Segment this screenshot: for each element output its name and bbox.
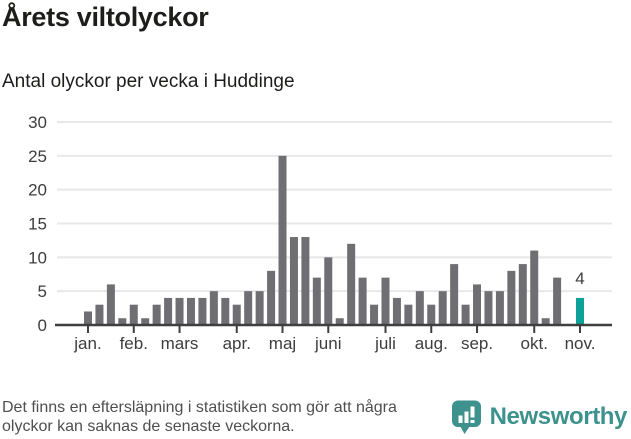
chart-subtitle: Antal olyckor per vecka i Huddinge bbox=[2, 71, 295, 92]
svg-text:20: 20 bbox=[28, 181, 47, 200]
svg-text:15: 15 bbox=[28, 214, 47, 233]
svg-text:sep.: sep. bbox=[461, 334, 493, 353]
svg-text:feb.: feb. bbox=[120, 334, 148, 353]
svg-text:juli: juli bbox=[374, 334, 396, 353]
svg-text:mars: mars bbox=[161, 334, 199, 353]
footer: Det finns en eftersläpning i statistiken… bbox=[2, 398, 629, 437]
svg-text:0: 0 bbox=[38, 316, 47, 335]
svg-text:25: 25 bbox=[28, 147, 47, 166]
svg-text:nov.: nov. bbox=[565, 334, 596, 353]
bar-chart: 0 5 10 15 20 25 30 jan. feb. mars apr. maj juni juli a… bbox=[28, 113, 612, 353]
svg-text:10: 10 bbox=[28, 248, 47, 267]
newsworthy-wordmark: Newsworthy bbox=[489, 403, 628, 431]
svg-text:5: 5 bbox=[38, 282, 47, 301]
svg-text:30: 30 bbox=[28, 113, 47, 132]
footer-note: Det finns en eftersläpning i statistiken… bbox=[2, 398, 397, 436]
newsworthy-logo: Newsworthy bbox=[451, 399, 629, 435]
svg-text:maj: maj bbox=[269, 334, 296, 353]
svg-text:aug.: aug. bbox=[415, 334, 448, 353]
page-title: Årets viltolyckor bbox=[2, 2, 209, 32]
svg-text:apr.: apr. bbox=[223, 334, 251, 353]
svg-text:okt.: okt. bbox=[521, 334, 548, 353]
svg-text:juni: juni bbox=[314, 334, 341, 353]
svg-text:4: 4 bbox=[575, 269, 584, 288]
newsworthy-bar-chart-bubble-icon bbox=[451, 400, 481, 435]
svg-text:jan.: jan. bbox=[73, 334, 101, 353]
